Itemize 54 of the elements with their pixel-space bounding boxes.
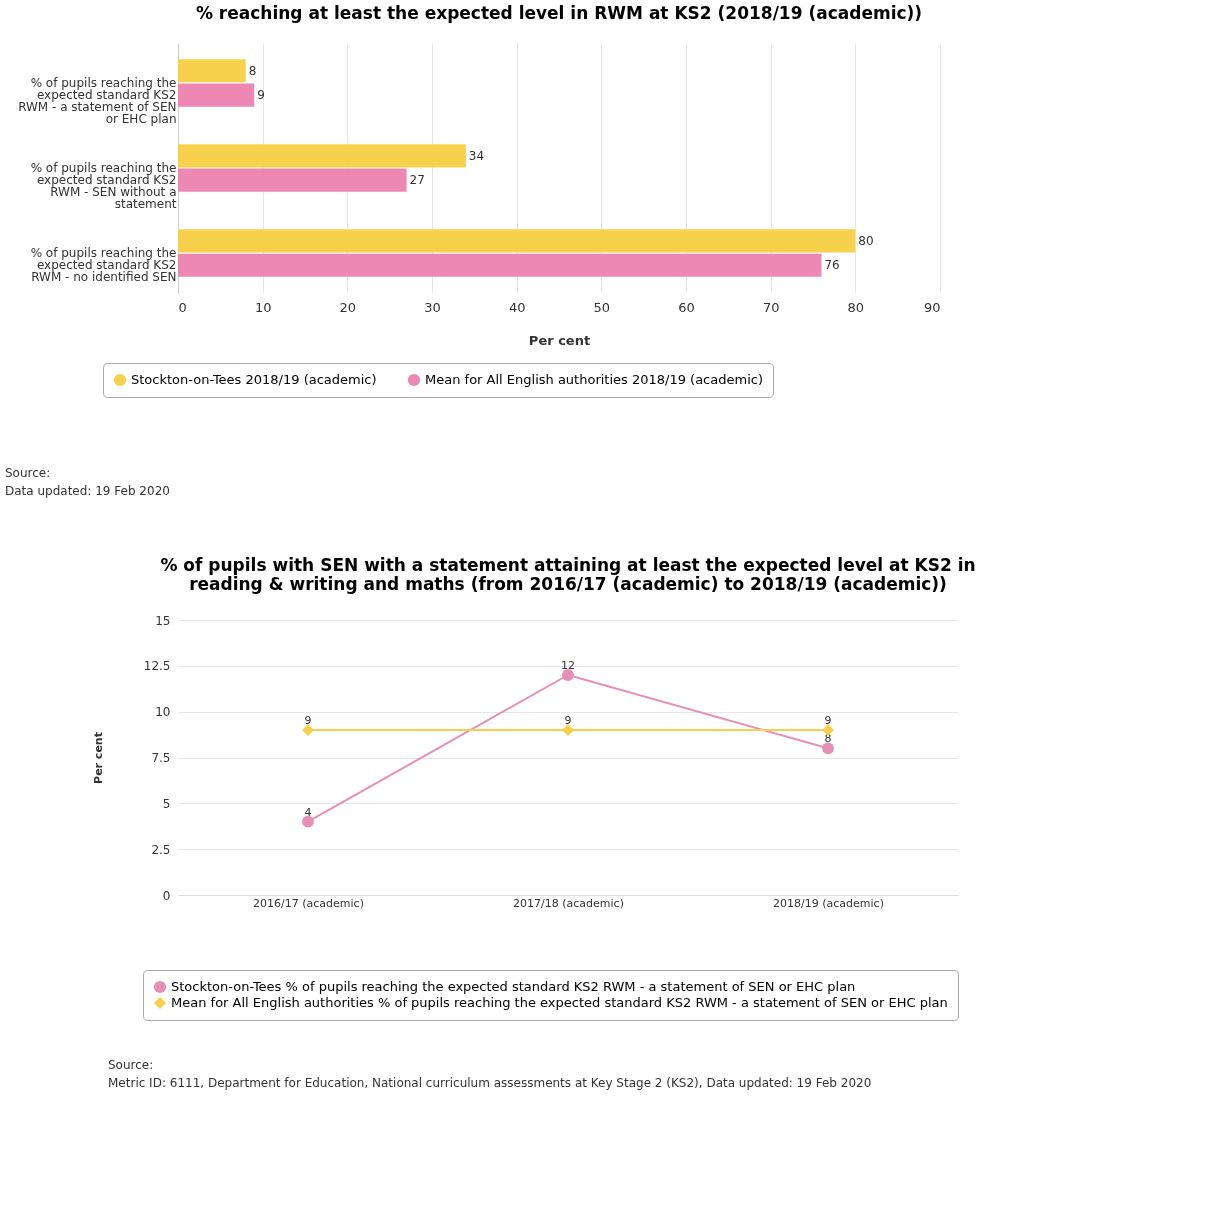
y-tick-label: % of pupils reaching the expected standard KS2 RWM - no identified SEN (30, 246, 177, 285)
chart-title: % reaching at least the expected level in RWM at KS2 (2018/19 (academic)) (195, 3, 923, 23)
data-label: 12 (561, 659, 575, 672)
x-tick-label: 70 (762, 299, 780, 315)
bar (178, 59, 246, 83)
data-label: 34 (468, 148, 485, 163)
y-tick-label: % of pupils reaching the expected standard KS2 RWM - SEN without a statement (30, 161, 177, 211)
bar (178, 83, 255, 107)
data-label: 80 (858, 233, 874, 248)
x-tick-label: 90 (923, 299, 941, 315)
y-tick-label: 15 (155, 613, 171, 628)
point (822, 742, 834, 755)
data-label: 9 (824, 714, 832, 727)
bar (178, 168, 407, 192)
x-tick-label: 2017/18 (academic) (513, 896, 624, 910)
chart-title: % of pupils with SEN with a statement attaining at least the expected level at KS2 in reading & writing and maths (from 2016/17 (academic) to 2018/19 (academic)) (160, 555, 976, 594)
legend-label: Stockton-on-Tees % of pupils reaching the expected standard KS2 RWM - a statement of SEN or EHC plan (171, 979, 856, 994)
x-tick-label: 2018/19 (academic) (773, 896, 884, 910)
y-tick-label: 12.5 (143, 659, 171, 674)
data-label: 9 (257, 88, 265, 103)
x-tick-label: 80 (847, 299, 865, 315)
source-note: Source: (5, 466, 51, 480)
point (302, 815, 314, 828)
x-tick-label: 2016/17 (academic) (253, 896, 364, 910)
data-label: 9 (304, 714, 312, 727)
legend-label: Mean for All English authorities 2018/19 (academic) (425, 372, 763, 387)
y-tick-label: % of pupils reaching the expected standard KS2 RWM - a statement of SEN or EHC plan (18, 75, 177, 126)
y-tick-label: 5 (162, 796, 171, 811)
text: Data updated: 19 Feb 2020 (5, 484, 170, 498)
legend-label: Mean for All English authorities % of pupils reaching the expected standard KS2 RWM - a statement of SEN or EHC plan (171, 995, 948, 1010)
data-label: 8 (248, 63, 257, 78)
data-label: 4 (304, 805, 312, 819)
x-tick-label: 50 (593, 299, 611, 315)
data-label: 9 (564, 714, 572, 727)
x-tick-label: 30 (424, 299, 441, 315)
bar (178, 144, 466, 168)
y-tick-label: 10 (155, 705, 171, 720)
y-tick-label: 7.5 (151, 751, 171, 765)
y-axis-title: Per cent (91, 732, 105, 784)
bar (178, 229, 856, 253)
y-tick-label: 2.5 (151, 842, 171, 857)
x-axis-title: Per cent (528, 332, 591, 348)
x-tick-label: 20 (339, 299, 357, 315)
x-tick-label: 0 (178, 299, 187, 315)
data-label: 27 (409, 173, 425, 188)
data-label: 76 (824, 258, 840, 273)
x-tick-label: 60 (678, 299, 695, 315)
text: Metric ID: 6111, Department for Education, National curriculum assessments at Key Stage 2 (KS2), Data updated: 19 Feb 2020 (108, 1076, 872, 1090)
x-tick-label: 40 (508, 299, 526, 315)
legend-label: Stockton-on-Tees 2018/19 (academic) (131, 372, 377, 387)
point (562, 669, 574, 681)
bar (178, 253, 822, 277)
source-note: Source: (108, 1058, 154, 1072)
x-tick-label: 10 (254, 299, 272, 315)
